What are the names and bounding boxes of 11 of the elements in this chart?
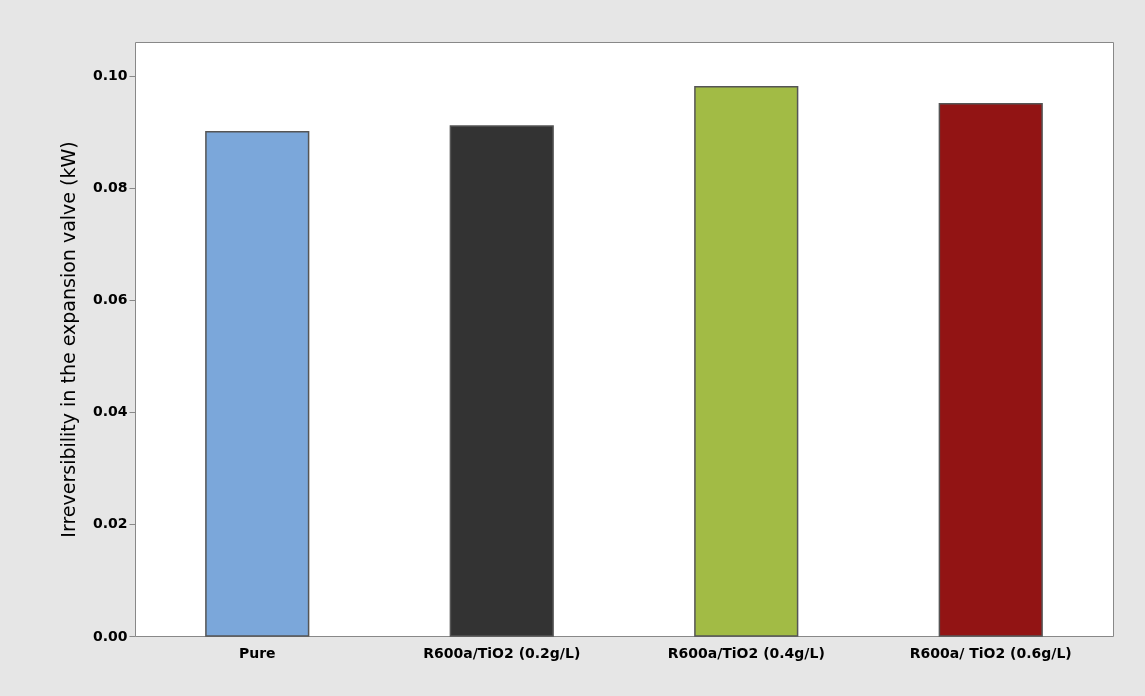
y-tick-label: 0.06 <box>92 291 128 308</box>
y-tick-label: 0.04 <box>92 403 128 420</box>
x-tick-label: R600a/ TiO2 (0.6g/L) <box>909 644 1072 661</box>
x-tick-label: Pure <box>238 644 276 661</box>
y-tick-label: 0.10 <box>92 67 128 84</box>
y-tick-label: 0.00 <box>92 627 128 644</box>
y-tick-label: 0.02 <box>92 515 128 532</box>
y-tick-label: 0.08 <box>92 179 128 196</box>
y-axis-title: Irreversibility in the expansion valve (kW) <box>56 141 79 538</box>
x-tick-label: R600a/TiO2 (0.4g/L) <box>667 644 825 661</box>
x-tick-label: R600a/TiO2 (0.2g/L) <box>423 644 581 661</box>
